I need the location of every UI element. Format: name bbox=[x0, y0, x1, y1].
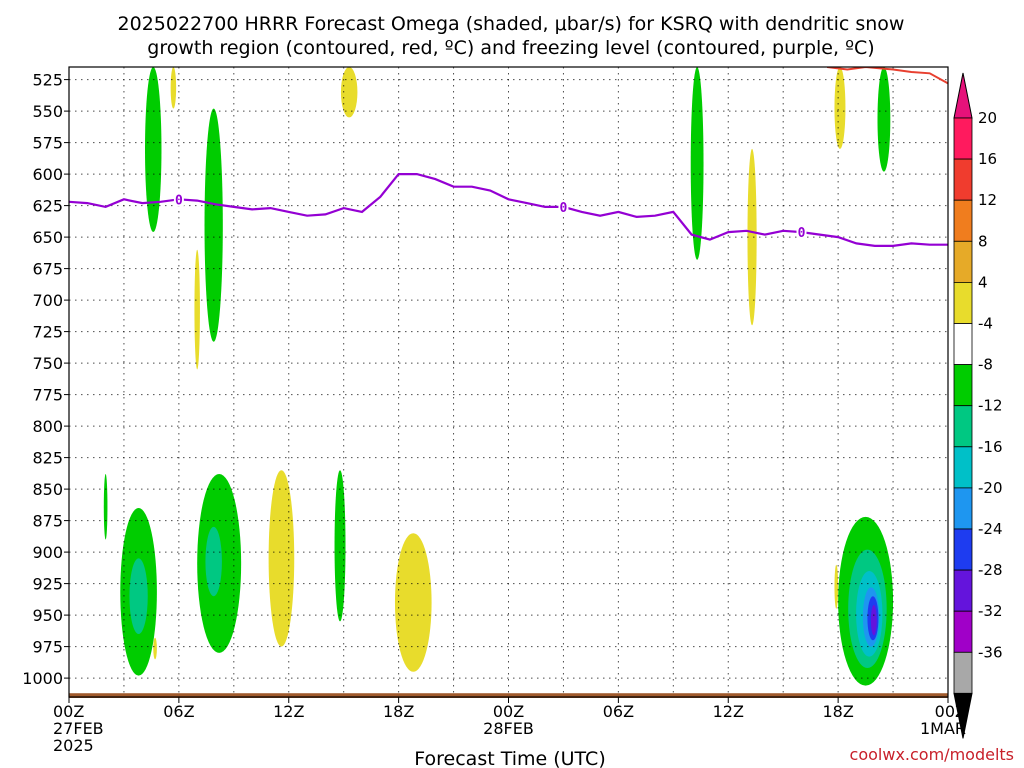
x-tick-label: 2025 bbox=[53, 736, 94, 755]
x-tick-label: 06Z bbox=[163, 702, 194, 721]
colorbar-label: 20 bbox=[978, 109, 997, 127]
y-tick-label: 625 bbox=[32, 197, 63, 216]
x-tick-label: 28FEB bbox=[483, 719, 534, 738]
colorbar-swatch bbox=[953, 240, 973, 283]
contour-label-bg bbox=[173, 192, 184, 207]
y-axis-ticks: 525 550 575 600 625 650 675 700 725 750 775 800 825 8… bbox=[22, 71, 69, 688]
colorbar-swatch bbox=[953, 364, 973, 407]
omega-region bbox=[194, 249, 200, 370]
dgz-contour bbox=[826, 67, 948, 85]
colorbar-label: -12 bbox=[978, 397, 1003, 415]
y-tick-label: 900 bbox=[32, 543, 63, 562]
colorbar-label: -4 bbox=[978, 315, 993, 333]
x-tick-label: 1MAR bbox=[920, 719, 966, 738]
colorbar-top-arrow bbox=[953, 72, 973, 119]
freezing-level-label: 0 bbox=[175, 193, 183, 208]
omega-region bbox=[334, 470, 346, 622]
omega-shading bbox=[103, 67, 894, 686]
colorbar-label: 16 bbox=[978, 150, 997, 168]
omega-region bbox=[690, 67, 704, 260]
x-tick-label: 00Z bbox=[493, 702, 524, 721]
terrain-layer bbox=[69, 693, 948, 698]
colorbar-label: -24 bbox=[978, 520, 1003, 538]
colorbar: 20 16 12 8 4 -4 -8 -12 -16 -20 -24 -28 -32 -36 bbox=[953, 72, 1003, 739]
omega-region bbox=[144, 67, 162, 233]
y-tick-label: 1000 bbox=[22, 669, 63, 688]
colorbar-swatch bbox=[953, 528, 973, 571]
x-tick-label: 00Z bbox=[53, 702, 84, 721]
y-tick-label: 775 bbox=[32, 386, 63, 405]
colorbar-label: -36 bbox=[978, 643, 1003, 661]
omega-region bbox=[877, 67, 891, 172]
colorbar-swatch bbox=[953, 199, 973, 242]
colorbar-label: -16 bbox=[978, 438, 1003, 456]
y-tick-label: 700 bbox=[32, 291, 63, 310]
y-tick-label: 825 bbox=[32, 449, 63, 468]
colorbar-label: 8 bbox=[978, 232, 988, 250]
colorbar-label: -32 bbox=[978, 602, 1003, 620]
omega-region bbox=[268, 470, 295, 647]
x-tick-label: 27FEB bbox=[53, 719, 104, 738]
omega-region bbox=[834, 564, 839, 609]
colorbar-swatch bbox=[953, 323, 973, 365]
colorbar-label: -28 bbox=[978, 561, 1003, 579]
grid-lines bbox=[69, 67, 948, 697]
terrain-strip bbox=[69, 693, 948, 698]
y-tick-label: 925 bbox=[32, 575, 63, 594]
colorbar-label: -20 bbox=[978, 479, 1003, 497]
y-tick-label: 950 bbox=[32, 606, 63, 625]
colorbar-label: 12 bbox=[978, 191, 997, 209]
y-tick-label: 525 bbox=[32, 71, 63, 90]
credit-url: coolwx.com/modelts bbox=[850, 745, 1014, 764]
contour-label-bg bbox=[796, 225, 807, 240]
y-tick-label: 650 bbox=[32, 228, 63, 247]
omega-region bbox=[747, 148, 757, 326]
colorbar-swatch bbox=[953, 117, 973, 160]
y-tick-label: 725 bbox=[32, 323, 63, 342]
chart-title-line1: 2025022700 HRRR Forecast Omega (shaded, … bbox=[118, 13, 905, 35]
omega-region bbox=[205, 526, 222, 597]
omega-region bbox=[834, 67, 846, 149]
colorbar-swatch bbox=[953, 610, 973, 653]
y-tick-label: 750 bbox=[32, 354, 63, 373]
x-axis-label: Forecast Time (UTC) bbox=[414, 748, 605, 768]
y-tick-label: 850 bbox=[32, 480, 63, 499]
freezing-level-label: 0 bbox=[560, 201, 568, 216]
omega-region bbox=[170, 67, 177, 109]
omega-region bbox=[870, 605, 877, 636]
colorbar-swatch bbox=[953, 405, 973, 448]
y-tick-label: 575 bbox=[32, 134, 63, 153]
omega-region bbox=[394, 533, 432, 672]
colorbar-swatch bbox=[953, 158, 973, 201]
colorbar-swatch bbox=[953, 281, 973, 324]
colorbar-swatch bbox=[953, 487, 973, 530]
colorbar-swatch bbox=[953, 446, 973, 489]
omega-region bbox=[103, 473, 108, 540]
x-tick-label: 12Z bbox=[273, 702, 304, 721]
colorbar-swatch bbox=[953, 569, 973, 612]
freezing-level-label: 0 bbox=[798, 226, 806, 241]
colorbar-swatch bbox=[953, 651, 973, 694]
y-tick-label: 550 bbox=[32, 102, 63, 121]
colorbar-label: 4 bbox=[978, 273, 988, 291]
omega-region bbox=[153, 637, 157, 660]
y-tick-label: 675 bbox=[32, 260, 63, 279]
y-tick-label: 800 bbox=[32, 417, 63, 436]
colorbar-label: -8 bbox=[978, 356, 993, 374]
x-tick-label: 06Z bbox=[603, 702, 634, 721]
y-tick-label: 875 bbox=[32, 512, 63, 531]
x-tick-label: 18Z bbox=[822, 702, 853, 721]
x-tick-label: 18Z bbox=[383, 702, 414, 721]
colorbar-bottom-arrow bbox=[953, 692, 973, 739]
y-tick-label: 600 bbox=[32, 165, 63, 184]
x-tick-label: 12Z bbox=[713, 702, 744, 721]
y-tick-label: 975 bbox=[32, 638, 63, 657]
chart-title-line2: growth region (contoured, red, ºC) and f… bbox=[147, 37, 874, 59]
contour-label-bg bbox=[558, 199, 569, 214]
contour-lines: 0 0 0 bbox=[68, 67, 948, 247]
omega-region bbox=[129, 558, 148, 634]
omega-region bbox=[204, 108, 223, 342]
